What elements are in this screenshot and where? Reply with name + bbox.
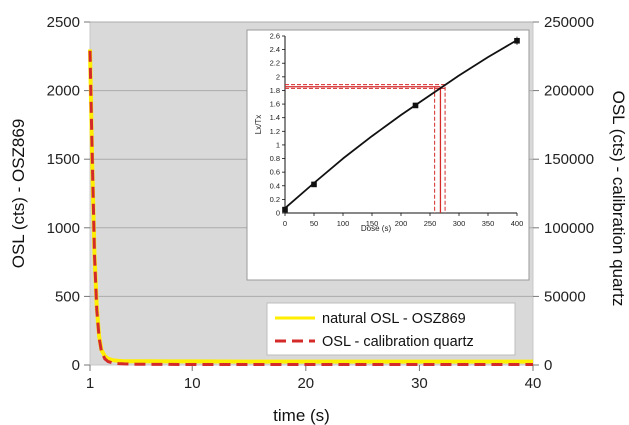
inset-plot: 0 0.2 0.4 0.6 0.8 1 1.2 1.4 1.6 1.8 2 2.2 2.4 2.6 0 50 1…: [246, 29, 530, 281]
inset-x-tick-label: 400: [511, 219, 524, 228]
inset-x-tick-label: 200: [395, 219, 408, 228]
x-axis-title: time (s): [273, 406, 330, 425]
inset-y-tick-label: 2: [276, 72, 280, 81]
inset-fit-curve: [284, 39, 518, 209]
inset-x-tick-label: 250: [424, 219, 437, 228]
y-tick-label: 2000: [47, 83, 80, 100]
y-tick-label: 0: [72, 357, 80, 374]
inset-data-point: [282, 206, 288, 213]
inset-x-tick-label: 350: [482, 219, 495, 228]
legend-label-calibration-quartz: OSL - calibration quartz: [322, 334, 474, 350]
y-tick-label: 500: [55, 288, 80, 305]
series-line-natural-osl: [88, 49, 533, 364]
inset-box: [246, 29, 530, 281]
y-right-tick-label: 150000: [544, 151, 594, 168]
y-tick-label: 1500: [47, 151, 80, 168]
inset-y-tick-label: 1.6: [270, 100, 280, 109]
inset-y-tick-label: 0.6: [270, 168, 280, 177]
y-tick-label: 1000: [47, 220, 80, 237]
y-tick-label: 2500: [47, 14, 80, 31]
legend-box: [266, 302, 516, 356]
inset-x-tick-label: 50: [310, 219, 318, 228]
inset-y-tick-label: 0.8: [270, 154, 280, 163]
y-right-tick-label: 200000: [544, 83, 594, 100]
x-tick-label: 20: [297, 375, 314, 392]
inset-y-tick-label: 1: [276, 140, 280, 149]
y-right-tick-label: 250000: [544, 14, 594, 31]
inset-x-tick-label: 150: [366, 219, 379, 228]
x-tick-label: 40: [525, 375, 542, 392]
y-right-axis-title: OSL (cts) - calibration quartz: [609, 91, 628, 307]
inset-data-point: [412, 102, 419, 109]
inset-y-tick-label: 2.6: [270, 32, 280, 41]
inset-x-tick-label: 300: [453, 219, 466, 228]
inset-y-tick-label: 1.8: [270, 86, 280, 95]
legend-label-natural-osl: natural OSL - OSZ869: [322, 311, 466, 327]
x-tick-label: 30: [411, 375, 428, 392]
y-right-tick-label: 50000: [544, 288, 586, 305]
inset-y-tick-label: 0: [276, 209, 280, 218]
legend: natural OSL - OSZ869 OSL - calibration qu…: [266, 302, 516, 356]
inset-x-axis-title: Dose (s): [361, 224, 392, 233]
y-axis-title: OSL (cts) - OSZ869: [9, 119, 28, 269]
inset-y-tick-label: 1.2: [270, 127, 280, 136]
inset-y-tick-label: 1.4: [270, 113, 280, 122]
inset-y-axis-title: Lx/Tx: [254, 115, 263, 135]
inset-y-tick-label: 2.4: [270, 45, 280, 54]
inset-data-point: [311, 181, 317, 188]
series-line-calibration-quartz: [88, 50, 533, 366]
inset-y-tick-label: 0.2: [270, 195, 280, 204]
y-right-tick-label: 0: [544, 357, 552, 374]
inset-x-tick-label: 100: [337, 219, 350, 228]
x-tick-label: 1: [86, 375, 94, 392]
inset-x-tick-label: 0: [283, 219, 287, 228]
inset-y-tick-label: 0.4: [270, 181, 280, 190]
inset-y-tick-label: 2.2: [270, 59, 280, 68]
y-right-tick-label: 100000: [544, 220, 594, 237]
x-tick-label: 10: [184, 375, 201, 392]
